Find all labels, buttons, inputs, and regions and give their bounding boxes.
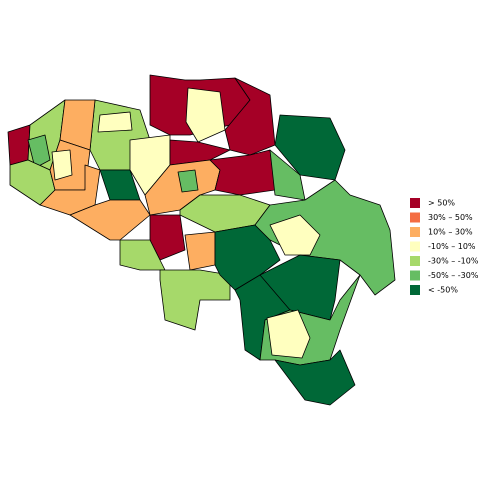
- legend-label: -10% – 10%: [428, 242, 476, 251]
- region: [149, 214, 186, 261]
- region: [7, 124, 31, 166]
- legend-label: -50% – -30%: [428, 271, 479, 280]
- region: [224, 77, 276, 156]
- legend-swatch: [410, 270, 420, 281]
- region: [69, 199, 151, 241]
- region: [39, 164, 101, 216]
- region: [169, 139, 231, 166]
- region: [274, 349, 356, 406]
- legend-swatch: [410, 212, 420, 223]
- legend-swatch: [410, 198, 420, 208]
- region: [266, 309, 311, 359]
- legend-label: < -50%: [428, 286, 458, 295]
- region: [159, 269, 231, 331]
- region: [184, 231, 216, 271]
- region: [27, 134, 51, 169]
- legend-label: 30% – 50%: [428, 213, 473, 222]
- region: [209, 149, 276, 196]
- region: [254, 179, 396, 296]
- legend-swatch: [410, 241, 420, 252]
- region: [51, 149, 73, 181]
- regions: [7, 74, 396, 406]
- legend-swatch: [410, 256, 420, 266]
- legend-label: -30% – -10%: [428, 257, 479, 266]
- region: [177, 169, 199, 193]
- legend-swatch: [410, 227, 420, 237]
- legend-label: > 50%: [428, 199, 455, 208]
- legend-swatch: [410, 285, 420, 295]
- region: [97, 111, 133, 133]
- legend-label: 10% – 30%: [428, 228, 473, 237]
- region: [269, 214, 321, 256]
- region: [185, 87, 226, 143]
- legend: > 50% 30% – 50% 10% – 30% -10% – 10% -30% – …: [410, 198, 479, 295]
